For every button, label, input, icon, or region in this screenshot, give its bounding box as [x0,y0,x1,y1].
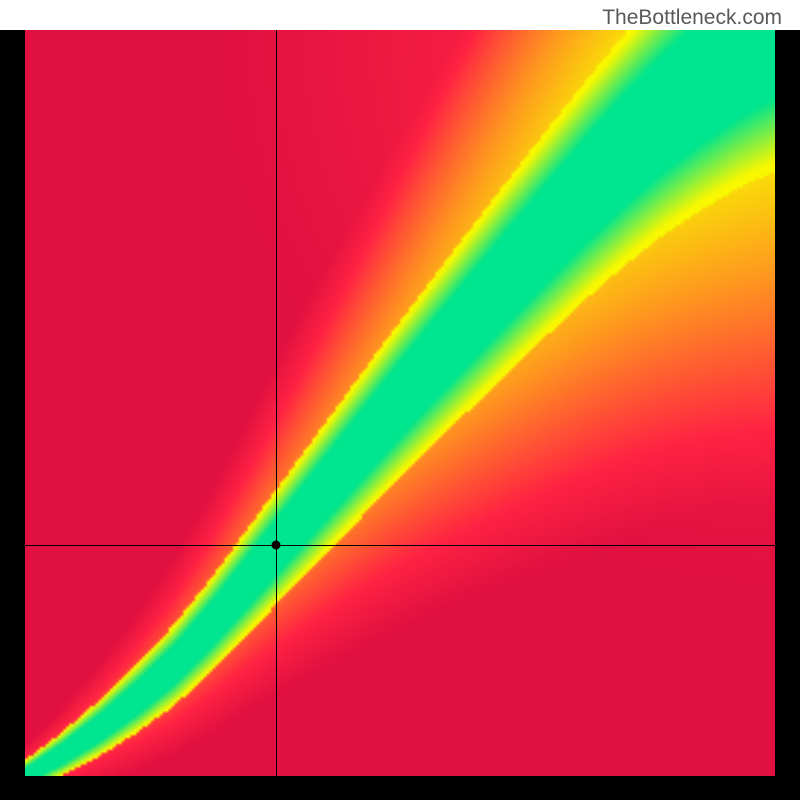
watermark-text: TheBottleneck.com [602,6,782,30]
chart-outer-frame [0,30,800,800]
heatmap-plot-area [25,30,775,776]
heatmap-canvas [25,30,775,776]
